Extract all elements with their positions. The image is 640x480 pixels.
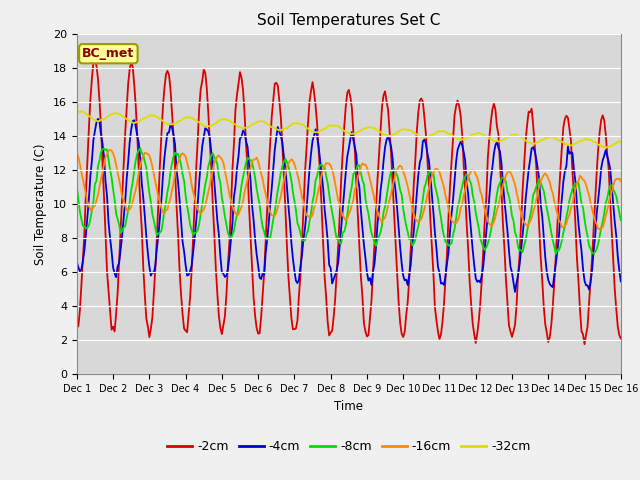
-2cm xyxy=(617,336,625,341)
-2cm xyxy=(88,76,96,82)
-8cm xyxy=(617,217,625,223)
-2cm xyxy=(91,56,99,62)
-4cm xyxy=(176,197,184,203)
-2cm xyxy=(580,341,588,347)
-32cm xyxy=(74,108,82,114)
-32cm xyxy=(602,144,609,150)
-8cm xyxy=(403,223,410,228)
-16cm xyxy=(88,207,96,213)
-8cm xyxy=(136,145,144,151)
-16cm xyxy=(176,156,184,162)
-16cm xyxy=(403,178,410,183)
-32cm xyxy=(617,139,625,144)
-4cm xyxy=(403,276,410,282)
X-axis label: Time: Time xyxy=(334,400,364,413)
-4cm xyxy=(94,116,102,122)
-4cm xyxy=(384,134,392,140)
-16cm xyxy=(73,150,81,156)
-32cm xyxy=(176,119,184,124)
Legend: -2cm, -4cm, -8cm, -16cm, -32cm: -2cm, -4cm, -8cm, -16cm, -32cm xyxy=(162,435,536,458)
-4cm xyxy=(73,259,81,265)
Text: BC_met: BC_met xyxy=(82,47,134,60)
-4cm xyxy=(88,157,96,163)
-8cm xyxy=(88,207,96,213)
-16cm xyxy=(617,179,625,184)
Title: Soil Temperatures Set C: Soil Temperatures Set C xyxy=(257,13,440,28)
-16cm xyxy=(552,205,559,211)
-8cm xyxy=(176,156,184,162)
-8cm xyxy=(554,246,561,252)
-4cm xyxy=(617,278,625,284)
-2cm xyxy=(552,253,559,259)
-4cm xyxy=(415,172,422,178)
-32cm xyxy=(552,135,559,141)
Y-axis label: Soil Temperature (C): Soil Temperature (C) xyxy=(35,143,47,265)
-16cm xyxy=(106,147,114,153)
Line: -4cm: -4cm xyxy=(77,119,621,292)
-2cm xyxy=(403,312,410,318)
Line: -8cm: -8cm xyxy=(77,148,621,254)
-8cm xyxy=(552,251,559,257)
-2cm xyxy=(73,324,81,330)
-2cm xyxy=(384,107,392,112)
-16cm xyxy=(384,203,392,208)
Line: -2cm: -2cm xyxy=(77,59,621,344)
-32cm xyxy=(90,117,97,122)
-4cm xyxy=(511,289,519,295)
-32cm xyxy=(415,133,422,139)
-16cm xyxy=(415,219,422,225)
-8cm xyxy=(415,223,422,229)
Line: -32cm: -32cm xyxy=(77,111,621,147)
-2cm xyxy=(176,267,184,273)
-4cm xyxy=(554,249,561,254)
-32cm xyxy=(73,108,81,114)
-32cm xyxy=(403,127,410,132)
-8cm xyxy=(384,184,392,190)
Line: -16cm: -16cm xyxy=(77,150,621,229)
-32cm xyxy=(384,132,392,138)
-16cm xyxy=(596,227,604,232)
-8cm xyxy=(73,184,81,190)
-2cm xyxy=(415,109,422,115)
